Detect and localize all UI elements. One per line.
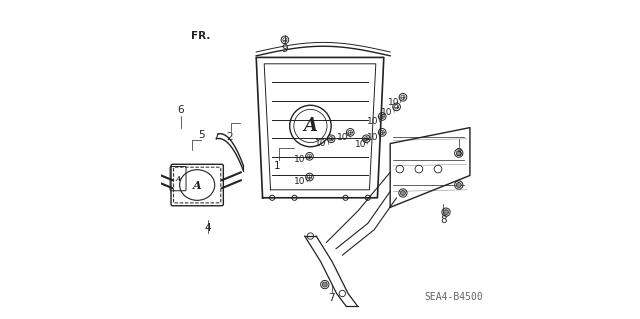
Text: 5: 5 bbox=[198, 130, 205, 140]
Text: 10: 10 bbox=[388, 98, 399, 107]
Text: 8: 8 bbox=[440, 215, 447, 225]
Text: A: A bbox=[303, 117, 317, 135]
Text: 10: 10 bbox=[355, 140, 366, 149]
Text: 10: 10 bbox=[367, 133, 378, 142]
Text: SEA4-B4500: SEA4-B4500 bbox=[424, 292, 483, 302]
Circle shape bbox=[444, 210, 449, 215]
Text: 3: 3 bbox=[456, 148, 462, 158]
Text: FR.: FR. bbox=[191, 31, 210, 41]
Circle shape bbox=[401, 190, 405, 196]
Circle shape bbox=[456, 151, 461, 156]
Text: A: A bbox=[175, 174, 180, 183]
Text: 7: 7 bbox=[328, 293, 335, 303]
Text: 10: 10 bbox=[315, 139, 326, 148]
Text: 10: 10 bbox=[367, 117, 378, 126]
Text: A: A bbox=[193, 180, 202, 190]
Text: 10: 10 bbox=[381, 108, 393, 117]
Text: 6: 6 bbox=[177, 106, 184, 115]
Text: 4: 4 bbox=[204, 223, 211, 233]
Circle shape bbox=[323, 282, 327, 287]
Text: 10: 10 bbox=[294, 155, 306, 164]
Text: 2: 2 bbox=[227, 132, 234, 142]
Text: 10: 10 bbox=[294, 177, 306, 186]
Circle shape bbox=[456, 182, 461, 188]
Text: 9: 9 bbox=[282, 44, 288, 54]
Text: 1: 1 bbox=[274, 161, 280, 171]
Text: 10: 10 bbox=[337, 133, 349, 142]
